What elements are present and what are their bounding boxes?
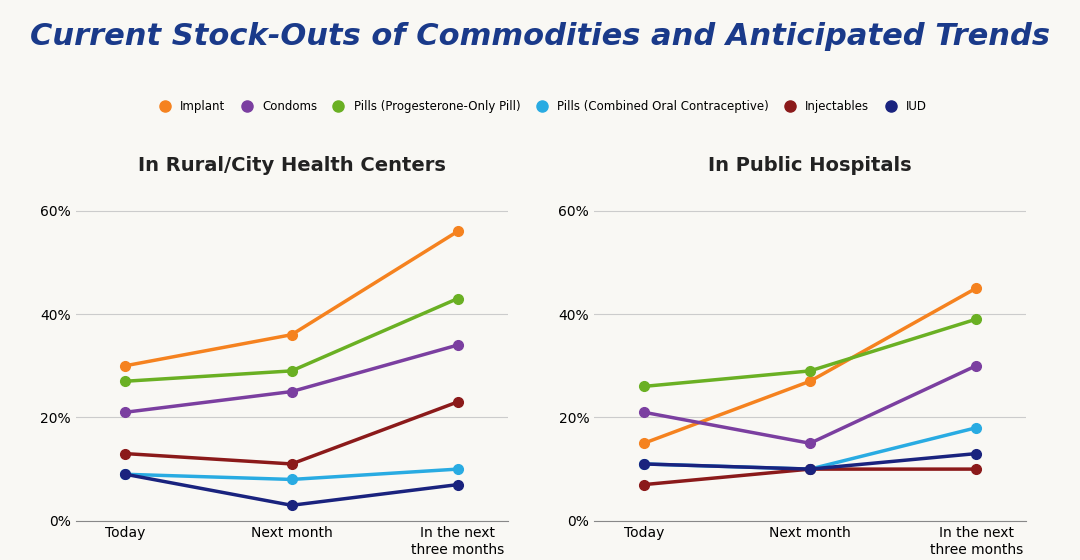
Title: In Rural/City Health Centers: In Rural/City Health Centers	[137, 156, 446, 175]
Legend: Implant, Condoms, Pills (Progesterone-Only Pill), Pills (Combined Oral Contracep: Implant, Condoms, Pills (Progesterone-On…	[148, 96, 932, 118]
Text: Current Stock-Outs of Commodities and Anticipated Trends: Current Stock-Outs of Commodities and An…	[30, 22, 1050, 52]
Title: In Public Hospitals: In Public Hospitals	[708, 156, 912, 175]
